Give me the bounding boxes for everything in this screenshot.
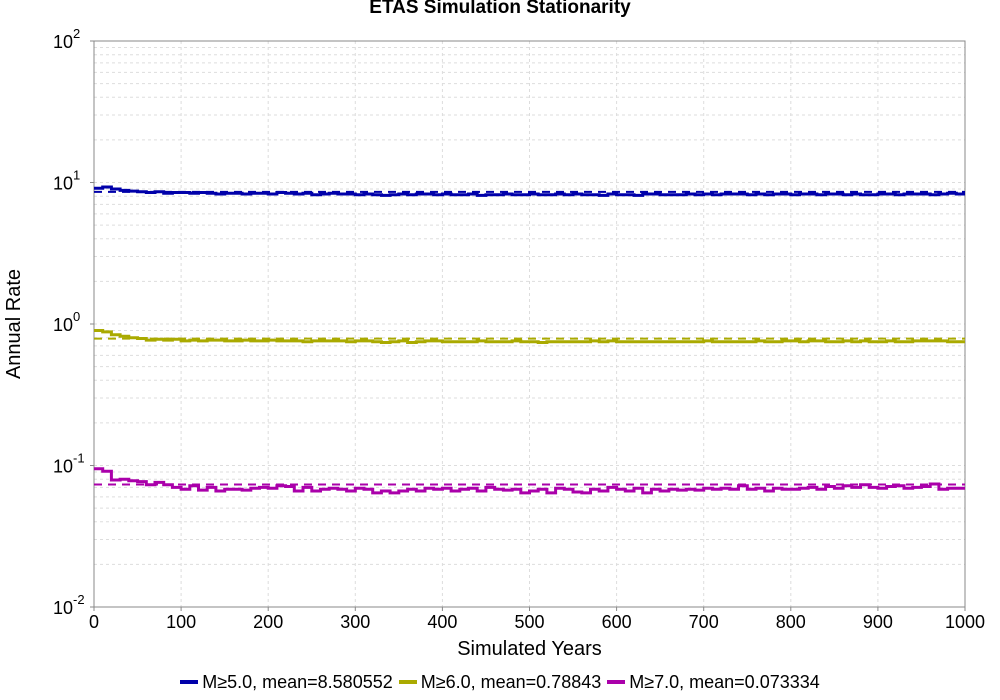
legend-item: M≥6.0, mean=0.78843 [398, 671, 602, 693]
y-tick-label: 100 [53, 309, 80, 335]
x-tick-label: 800 [776, 612, 806, 632]
x-tick-label: 200 [253, 612, 283, 632]
y-axis-ticks: 10-2 10-1 100 101 102 [53, 26, 94, 618]
x-tick-label: 300 [340, 612, 370, 632]
legend-swatch [398, 680, 417, 684]
y-tick-label: 102 [53, 26, 80, 52]
x-axis-title: Simulated Years [457, 638, 602, 660]
legend-label: M≥7.0, mean=0.073334 [629, 671, 820, 692]
y-tick-label: 101 [53, 168, 80, 194]
x-tick-label: 400 [427, 612, 457, 632]
y-axis-title: Annual Rate [3, 269, 25, 379]
series-line [94, 329, 965, 344]
series-line [94, 467, 965, 495]
x-tick-label: 1000 [945, 612, 985, 632]
y-tick-label: 10-1 [53, 451, 85, 477]
x-tick-label: 500 [514, 612, 544, 632]
x-tick-label: 700 [689, 612, 719, 632]
grid [94, 41, 965, 608]
legend-item: M≥5.0, mean=8.580552 [180, 672, 393, 693]
series-line [94, 185, 965, 197]
x-tick-label: 0 [89, 612, 99, 632]
series-lines [94, 185, 965, 495]
legend: M≥5.0, mean=8.580552 M≥6.0, mean=0.78843 M… [0, 670, 1000, 694]
legend-swatch [607, 680, 626, 684]
x-tick-label: 900 [863, 612, 893, 632]
chart-title: ETAS Simulation Stationarity [369, 0, 631, 18]
legend-item: M≥7.0, mean=0.073334 [607, 672, 820, 693]
x-tick-label: 100 [166, 612, 196, 632]
legend-label: M≥5.0, mean=8.580552 [202, 671, 393, 692]
x-tick-label: 600 [602, 612, 632, 632]
legend-label: M≥6.0, mean=0.78843 [420, 671, 602, 692]
legend-swatch [180, 680, 199, 684]
y-tick-label: 10-2 [53, 592, 85, 618]
x-axis-ticks: 0 100 200 300 400 500 600 700 800 900 1000 [89, 607, 985, 632]
